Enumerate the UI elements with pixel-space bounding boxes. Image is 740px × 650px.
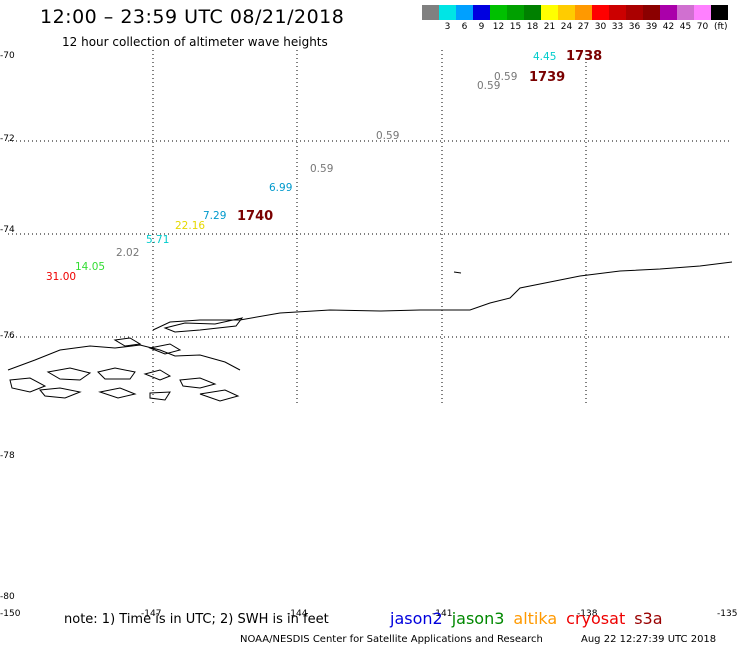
units-note: note: 1) Time is in UTC; 2) SWH is in fe… xyxy=(64,612,329,627)
lon-label-141: -141 xyxy=(432,609,453,619)
satellite-altika: altika xyxy=(513,609,558,628)
legend-tick-label: 70 xyxy=(696,22,709,32)
legend-swatch xyxy=(660,5,677,20)
legend-tick-label: 45 xyxy=(679,22,692,32)
legend-tick-label: 42 xyxy=(662,22,675,32)
legend-swatch xyxy=(524,5,541,20)
color-scale-labels: 3 6 9 12 15 18 21 24 27 30 33 36 39 42 45 70 xyxy=(422,22,711,32)
credit-line: NOAA/NESDIS Center for Satellite Applica… xyxy=(240,634,543,645)
legend-swatch xyxy=(541,5,558,20)
swh-reading: 0.59 xyxy=(494,71,518,83)
map-subtitle: 12 hour collection of altimeter wave hei… xyxy=(62,35,328,49)
legend-swatch xyxy=(507,5,524,20)
legend-swatch xyxy=(575,5,592,20)
satellite-jason2: jason2 xyxy=(390,609,443,628)
lon-label-135: -135 xyxy=(717,609,738,619)
legend-tick-label: 15 xyxy=(509,22,522,32)
lon-label-144: -144 xyxy=(287,609,308,619)
legend-swatch xyxy=(439,5,456,20)
satellite-cryosat: cryosat xyxy=(566,609,626,628)
legend-tick-label: 18 xyxy=(526,22,539,32)
legend-swatch xyxy=(643,5,660,20)
legend-tick-label: 39 xyxy=(645,22,658,32)
legend-swatch xyxy=(592,5,609,20)
swh-reading: 5.71 xyxy=(146,234,170,246)
lat-label-76: -76 xyxy=(0,331,15,341)
legend-tick-label: 33 xyxy=(611,22,624,32)
legend-tick-label: 27 xyxy=(577,22,590,32)
legend-tick-label: 9 xyxy=(478,22,485,32)
legend-tick-label: 36 xyxy=(628,22,641,32)
legend-tick-label: 21 xyxy=(543,22,556,32)
legend-tick-label: 24 xyxy=(560,22,573,32)
map-title: 12:00 – 23:59 UTC 08/21/2018 xyxy=(40,6,345,28)
pass-time-label: 1740 xyxy=(237,209,274,224)
legend-tick-label: 12 xyxy=(492,22,505,32)
graticule xyxy=(8,50,732,405)
lon-label-147: -147 xyxy=(141,609,162,619)
lon-label-150: -150 xyxy=(0,609,21,619)
legend-tick-label xyxy=(422,22,439,32)
pass-time-label: 1739 xyxy=(529,70,566,85)
lat-label-70: -70 xyxy=(0,51,15,61)
lat-label-72: -72 xyxy=(0,134,15,144)
lat-label-74: -74 xyxy=(0,225,15,235)
swh-reading: 14.05 xyxy=(75,261,106,273)
swh-reading: 4.45 xyxy=(533,51,557,63)
lat-label-78: -78 xyxy=(0,451,15,461)
legend-swatch xyxy=(711,5,728,20)
satellite-s3a: s3a xyxy=(634,609,663,628)
color-scale-unit: (ft) xyxy=(714,22,728,32)
color-scale-legend xyxy=(422,5,728,20)
legend-swatch xyxy=(558,5,575,20)
legend-tick-label: 30 xyxy=(594,22,607,32)
legend-swatch xyxy=(422,5,439,20)
legend-tick-label: 3 xyxy=(444,22,451,32)
legend-swatch xyxy=(490,5,507,20)
generated-timestamp: Aug 22 12:27:39 UTC 2018 xyxy=(581,634,717,645)
swh-reading: 0.59 xyxy=(310,163,334,175)
lon-label-138: -138 xyxy=(577,609,598,619)
legend-swatch xyxy=(694,5,711,20)
swh-reading: 7.29 xyxy=(203,210,227,222)
legend-swatch xyxy=(473,5,490,20)
swh-reading: 6.99 xyxy=(269,182,293,194)
lat-label-80: -80 xyxy=(0,592,15,602)
swh-reading: 0.59 xyxy=(376,130,400,142)
swh-reading: 0.59 xyxy=(477,80,501,92)
pass-time-label: 1738 xyxy=(566,49,603,64)
satellite-jason3: jason3 xyxy=(451,609,505,628)
legend-swatch xyxy=(609,5,626,20)
swh-reading: 2.02 xyxy=(116,247,140,259)
coastline xyxy=(7,261,733,402)
legend-swatch xyxy=(677,5,694,20)
swh-reading: 22.16 xyxy=(175,220,206,232)
satellite-legend: jason2 jason3 altika cryosat s3a xyxy=(390,609,672,628)
legend-swatch xyxy=(626,5,643,20)
legend-swatch xyxy=(456,5,473,20)
legend-tick-label: 6 xyxy=(461,22,468,32)
swh-reading: 31.00 xyxy=(46,271,77,283)
